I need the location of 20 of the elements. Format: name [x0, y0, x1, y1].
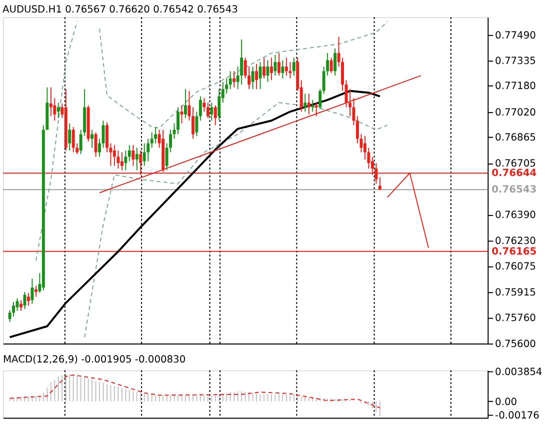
y-tick-label: 0.77335	[495, 56, 536, 67]
y-tick-label: 0.76075	[495, 261, 536, 272]
y-tick-label: 0.75600	[495, 339, 536, 350]
y-tick-label: 0.75915	[495, 288, 536, 299]
y-tick-label: 0.76230	[495, 236, 536, 248]
ref-line-label: 0.76165	[492, 246, 537, 258]
ref-line-label: 0.76644	[492, 168, 537, 180]
y-tick-label: 0.75760	[495, 312, 536, 324]
chart-title: MACD(12,26,9) -0.001905 -0.000830	[2, 354, 186, 366]
y-tick-label: 0.77180	[495, 81, 536, 92]
ref-line-label: 0.76543	[492, 184, 537, 196]
y-tick-label: 0.76865	[495, 132, 536, 144]
y-tick-label: 0.00	[495, 396, 518, 408]
y-tick-label: 0.76390	[495, 210, 536, 222]
chart-title: AUDUSD.H1 0.76567 0.76620 0.76542 0.76543	[2, 4, 238, 16]
y-tick-label: -0.00176	[495, 410, 540, 422]
y-tick-label: 0.77020	[495, 107, 536, 118]
y-tick-label: 0.76705	[495, 158, 536, 170]
y-tick-label: 0.003854	[495, 366, 542, 378]
y-tick-label: 0.77490	[495, 30, 536, 42]
